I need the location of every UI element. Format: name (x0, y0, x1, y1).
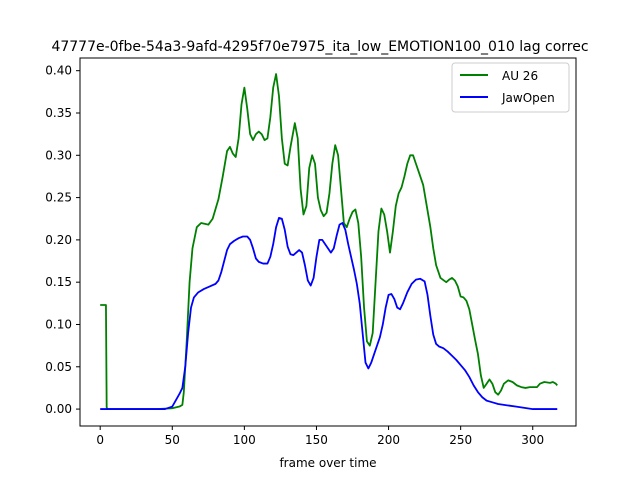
x-tick-label: 200 (377, 433, 400, 447)
y-tick-label: 0.00 (45, 402, 72, 416)
y-tick-label: 0.25 (45, 191, 72, 205)
y-axis: 0.00 0.05 0.10 0.15 0.20 0.25 0.30 0.35 0.40 (45, 64, 80, 416)
y-tick-label: 0.40 (45, 64, 72, 78)
y-tick-label: 0.05 (45, 360, 72, 374)
legend-label-au26: AU 26 (502, 69, 538, 83)
series-line-au26 (100, 73, 558, 410)
x-tick-label: 50 (165, 433, 180, 447)
y-tick-label: 0.15 (45, 275, 72, 289)
y-tick-label: 0.35 (45, 106, 72, 120)
chart-title: 47777e-0fbe-54a3-9afd-4295f70e7975_ita_l… (51, 39, 588, 55)
y-tick-label: 0.30 (45, 148, 72, 162)
x-tick-label: 300 (521, 433, 544, 447)
x-axis: 0 50 100 150 200 250 300 (96, 426, 544, 447)
x-tick-label: 150 (305, 433, 328, 447)
x-tick-label: 0 (96, 433, 104, 447)
series-layer (100, 73, 558, 410)
plot-frame (79, 57, 577, 427)
x-tick-label: 250 (449, 433, 472, 447)
series-line-jawopen (100, 216, 558, 410)
y-tick-label: 0.20 (45, 233, 72, 247)
y-tick-label: 0.10 (45, 317, 72, 331)
legend-label-jawopen: JawOpen (501, 91, 555, 105)
legend: AU 26 JawOpen (451, 62, 570, 113)
x-tick-label: 100 (233, 433, 256, 447)
x-axis-label: frame over time (279, 456, 376, 470)
